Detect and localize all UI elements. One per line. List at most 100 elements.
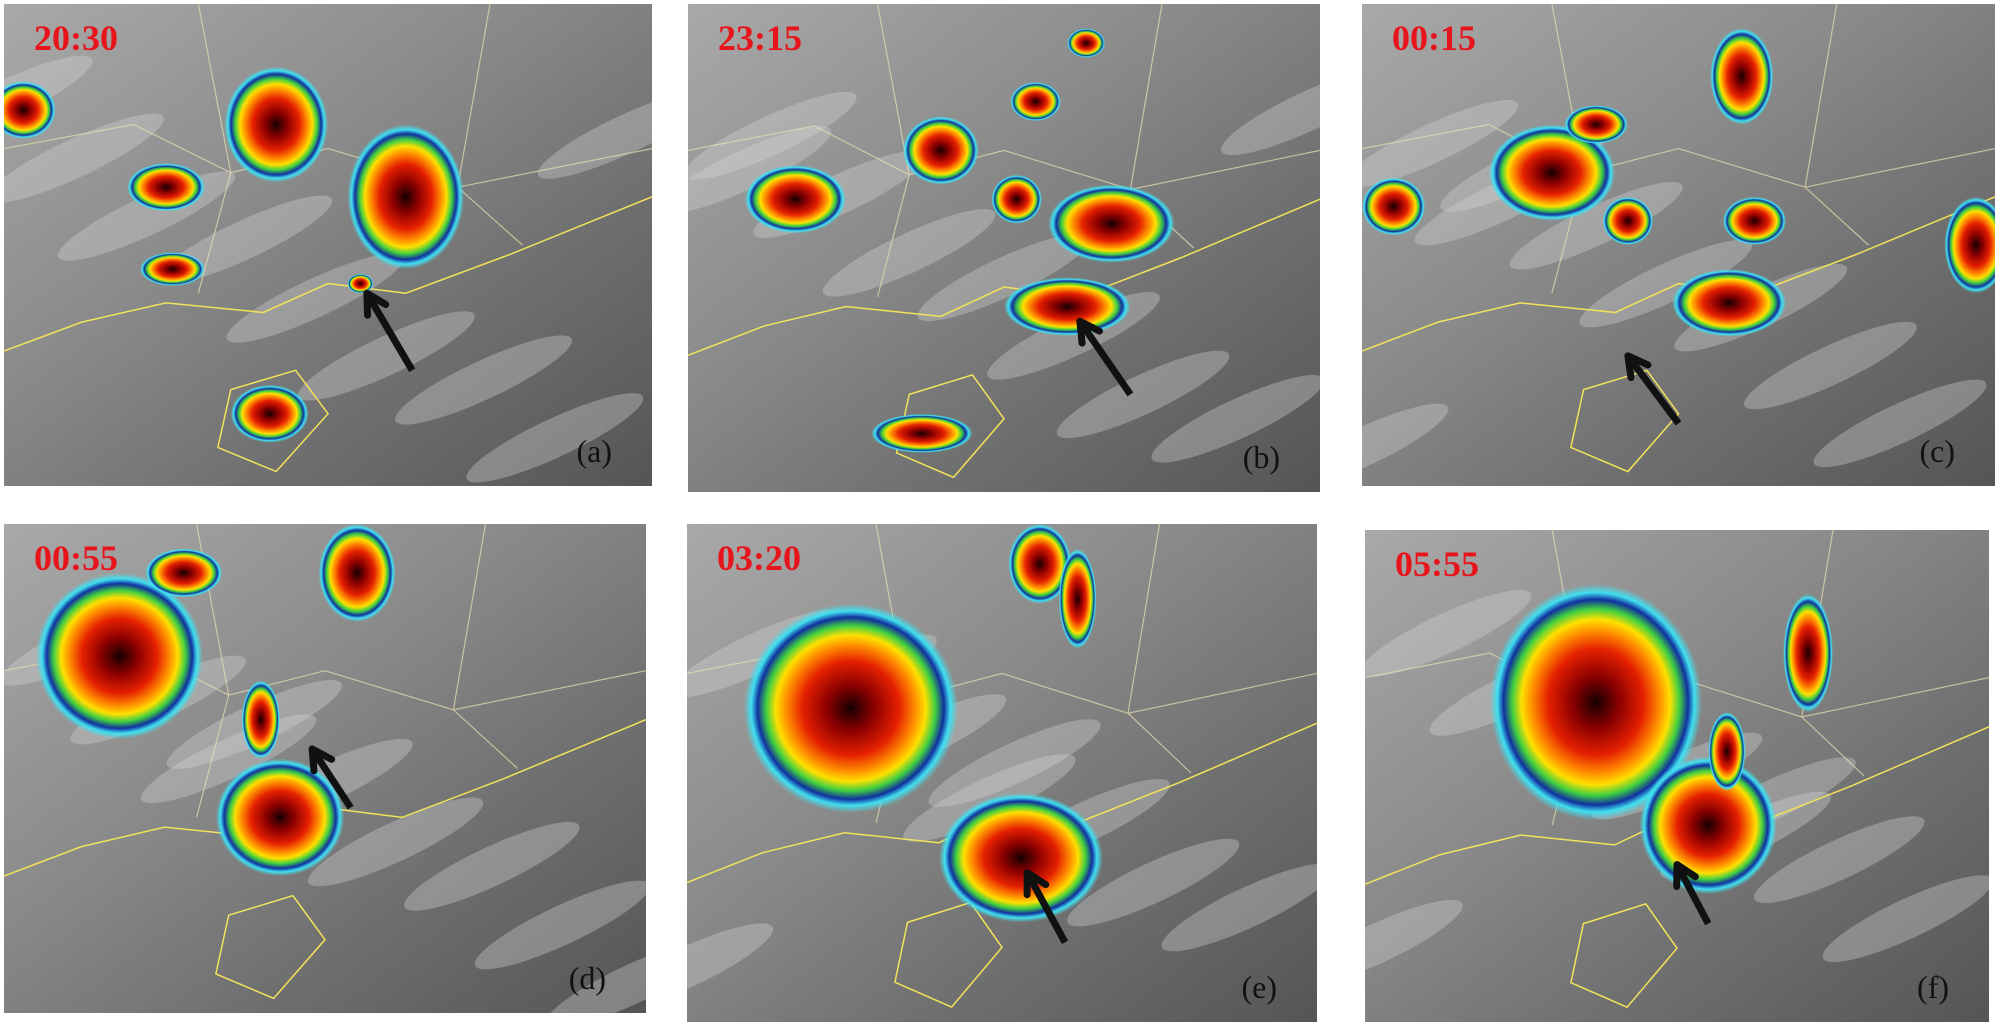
cloud [466, 393, 644, 483]
storm-cloud [1058, 548, 1097, 649]
cloud [404, 821, 580, 911]
cloud [1161, 863, 1317, 952]
cloud [1056, 350, 1230, 439]
cloud [1822, 875, 1989, 963]
time-label: 00:55 [34, 538, 118, 578]
background [688, 4, 1320, 492]
storm-cloud [224, 66, 328, 183]
storm-cloud [1783, 593, 1833, 713]
arrow-head [308, 745, 336, 775]
background [4, 4, 652, 486]
cloud [545, 939, 646, 1013]
storm-cloud [215, 758, 345, 877]
storm-cloud [4, 81, 56, 139]
storm-cloud [1672, 269, 1787, 337]
storm-cloud [1710, 28, 1774, 125]
storm-cloud [1722, 196, 1787, 245]
cloud [1362, 403, 1449, 486]
storm-cloud [743, 603, 958, 813]
cloud [687, 923, 774, 1012]
cloud [1754, 816, 1925, 904]
arrow-shaft [309, 747, 354, 810]
cloud [1067, 838, 1240, 927]
time-label: 00:15 [1392, 18, 1476, 58]
storm-cloud [127, 163, 205, 212]
cloud [688, 126, 832, 214]
cloud [1221, 67, 1320, 156]
storm-cloud [871, 413, 973, 453]
storm-cloud [1708, 712, 1746, 791]
satellite-panel: 20:30 (a) [4, 4, 652, 486]
cloud [1365, 899, 1463, 987]
storm-cloud [347, 124, 465, 270]
arrow-head [1673, 861, 1699, 891]
storm-cloud [902, 116, 979, 185]
arrow-head [1076, 317, 1103, 347]
cloud [688, 91, 857, 180]
arrow-shaft [1625, 353, 1682, 426]
cloud [4, 113, 164, 203]
satellite-panel: 23:15 (b) [688, 4, 1320, 492]
satellite-panel: 00:55 (d) [4, 524, 646, 1013]
storm-cloud [145, 548, 223, 598]
cloud [1813, 379, 1987, 468]
storm-cloud [1564, 105, 1628, 144]
panel-label: (d) [569, 960, 606, 996]
arrow-shaft [1076, 319, 1134, 397]
storm-cloud [1008, 524, 1072, 604]
cloud [1365, 589, 1532, 677]
cloud [1151, 375, 1320, 463]
coastline [4, 196, 652, 473]
time-label: 03:20 [717, 538, 801, 578]
storm-cloud [939, 792, 1103, 923]
storm-cloud [1048, 184, 1175, 263]
storm-cloud [318, 524, 396, 622]
satellite-panel: 05:55 (f) [1365, 530, 1989, 1022]
arrow-shaft [1024, 870, 1069, 944]
cloud [1743, 321, 1917, 410]
background [1362, 4, 1995, 486]
cloud [307, 797, 484, 887]
panel-label: (f) [1917, 969, 1949, 1005]
cloud [297, 311, 475, 401]
coastline [1362, 196, 1995, 473]
storm-cloud [1362, 177, 1426, 236]
arrow-shaft [1673, 862, 1712, 926]
storm-cloud [230, 384, 309, 443]
arrow-head [1023, 869, 1050, 899]
panel-label: (a) [576, 433, 612, 469]
storm-cloud [1602, 196, 1654, 245]
cloud [822, 209, 996, 297]
cloud [1579, 239, 1753, 328]
storm-cloud [1944, 196, 1995, 294]
panel-label: (c) [1919, 433, 1955, 469]
cloud [917, 233, 1091, 322]
cloud [474, 880, 646, 970]
cloud [928, 719, 1101, 807]
cloud [395, 335, 572, 425]
cloud [1362, 100, 1519, 188]
cloud [537, 89, 652, 179]
panel-label: (e) [1241, 969, 1277, 1005]
storm-cloud [140, 252, 205, 286]
storm-cloud [347, 273, 374, 294]
storm-cloud [1067, 28, 1106, 58]
panel-label: (b) [1243, 439, 1280, 475]
arrow-head [1624, 352, 1652, 382]
satellite-panel: 00:15 (c) [1362, 4, 1995, 486]
storm-cloud [241, 680, 281, 759]
storm-cloud [1010, 82, 1061, 122]
satellite-panel: 03:20 (e) [687, 524, 1317, 1022]
storm-cloud [744, 165, 846, 234]
storm-cloud [1488, 124, 1616, 221]
time-label: 23:15 [718, 18, 802, 58]
storm-cloud [1004, 277, 1131, 336]
time-label: 05:55 [1395, 544, 1479, 584]
arrow-head [363, 289, 390, 319]
time-label: 20:30 [34, 18, 118, 58]
storm-cloud [1489, 584, 1702, 821]
storm-cloud [1639, 756, 1777, 895]
arrow-shaft [363, 291, 416, 373]
storm-cloud [991, 174, 1042, 224]
